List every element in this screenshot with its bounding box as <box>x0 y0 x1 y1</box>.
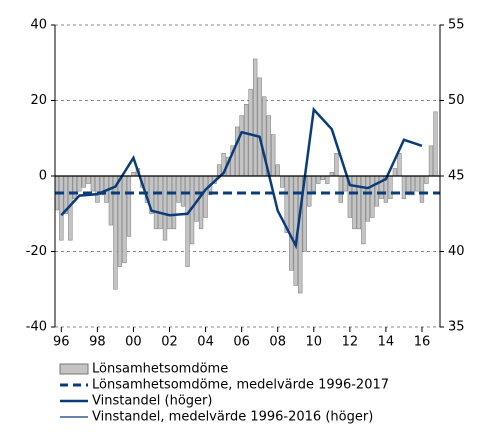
bar <box>234 126 240 177</box>
x-tick-label: 12 <box>342 335 359 350</box>
x-tick-label: 10 <box>305 335 322 350</box>
bar <box>90 175 96 192</box>
bar <box>401 175 407 199</box>
bar <box>180 175 186 207</box>
bar <box>307 175 312 207</box>
y-tick-label: 0 <box>39 169 47 184</box>
bar <box>356 175 362 230</box>
bar <box>388 175 393 199</box>
bar <box>198 175 204 230</box>
bar <box>370 175 375 218</box>
x-tick-label: 16 <box>414 335 431 350</box>
bar <box>122 175 127 264</box>
bar <box>424 175 429 184</box>
bar <box>162 175 168 241</box>
bar <box>81 175 87 188</box>
bar <box>203 175 208 218</box>
y2-tick-label: 45 <box>448 169 465 184</box>
bar <box>325 175 330 184</box>
bar <box>248 88 253 177</box>
legend-swatch <box>59 363 89 375</box>
bar <box>415 175 420 192</box>
bar <box>289 175 294 271</box>
y-tick-label: -40 <box>26 320 47 335</box>
y2-tick-label: 55 <box>448 18 465 33</box>
bar <box>365 175 371 222</box>
y2-tick-label: 35 <box>448 320 465 335</box>
bar <box>419 175 425 203</box>
bar <box>280 175 285 188</box>
line <box>60 106 423 250</box>
bar <box>374 175 380 207</box>
bar <box>185 175 190 267</box>
bar <box>338 175 343 203</box>
y-tick-label: -20 <box>26 244 47 259</box>
y-tick-label: 40 <box>30 18 47 33</box>
bar <box>72 175 77 199</box>
legend-label: Lönsamhetsomdöme, medelvärde 1996-2017 <box>92 378 389 393</box>
x-tick-label: 96 <box>53 335 70 350</box>
bar <box>428 145 434 177</box>
bar <box>275 164 280 177</box>
x-tick-label: 02 <box>161 335 178 350</box>
bar <box>352 175 357 230</box>
bar <box>126 175 132 237</box>
x-tick-label: 14 <box>378 335 395 350</box>
bar <box>171 175 177 230</box>
bar <box>158 175 163 230</box>
bar <box>392 168 398 177</box>
bar <box>316 175 321 184</box>
bar <box>59 175 64 241</box>
y2-tick-label: 50 <box>448 93 465 108</box>
bar <box>117 175 123 267</box>
bar <box>271 134 276 177</box>
bar <box>311 175 316 192</box>
x-tick-label: 00 <box>125 335 142 350</box>
legend-label: Lönsamhetsomdöme <box>92 362 228 377</box>
bar <box>334 153 339 177</box>
y-tick-label: 20 <box>30 93 47 108</box>
bar <box>153 175 159 230</box>
x-tick-label: 98 <box>89 335 106 350</box>
bar <box>239 115 244 177</box>
bar <box>243 104 249 177</box>
bar <box>86 175 91 184</box>
bar <box>433 111 438 177</box>
bar <box>253 58 258 177</box>
bar <box>77 175 82 192</box>
legend-label: Vinstandel (höger) <box>92 394 212 409</box>
x-tick-label: 08 <box>269 335 286 350</box>
x-tick-label: 04 <box>197 335 214 350</box>
legend-label: Vinstandel, medelvärde 1996-2016 (höger) <box>92 410 373 425</box>
y2-tick-label: 40 <box>448 244 465 259</box>
bar <box>257 77 262 177</box>
x-tick-label: 06 <box>233 335 250 350</box>
bar <box>95 175 100 203</box>
bar <box>176 175 181 203</box>
bar <box>397 153 402 177</box>
bar <box>167 175 172 230</box>
bar <box>108 175 114 226</box>
